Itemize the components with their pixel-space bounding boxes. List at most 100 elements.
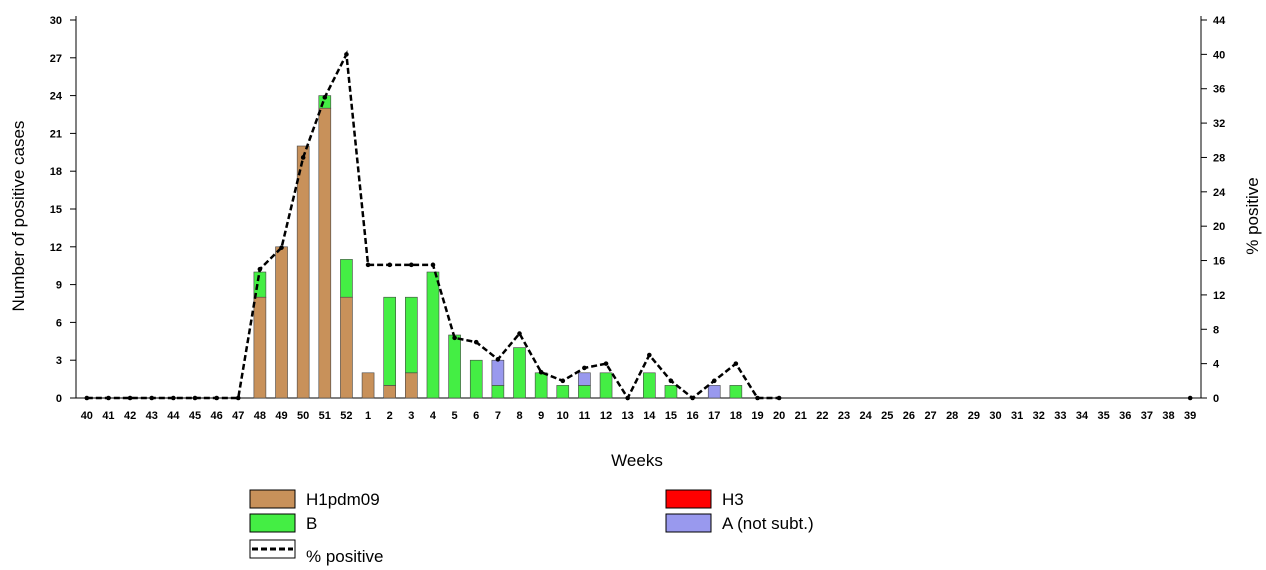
x-tick-label: 31 bbox=[1011, 410, 1023, 422]
bar-h1pdm09 bbox=[383, 385, 397, 399]
bar-a-not-subt bbox=[707, 385, 721, 399]
y-tick-label: 9 bbox=[56, 280, 62, 292]
bar-b bbox=[340, 259, 353, 298]
y2-tick-label: 44 bbox=[1213, 15, 1226, 27]
x-tick-label: 51 bbox=[319, 410, 331, 422]
y-tick-label: 15 bbox=[50, 204, 62, 216]
x-tick-label: 2 bbox=[387, 410, 393, 422]
y2-tick-label: 20 bbox=[1213, 221, 1225, 233]
legend-label-h3: H3 bbox=[722, 490, 744, 509]
bar-h1pdm09 bbox=[296, 145, 310, 399]
x-tick-label: 12 bbox=[600, 410, 612, 422]
bar-b bbox=[556, 385, 570, 399]
bar-b bbox=[513, 347, 526, 399]
y2-tick-label: 16 bbox=[1213, 256, 1225, 268]
x-tick-label: 37 bbox=[1141, 410, 1153, 422]
legend-item-a-not-subt: A (not subt.) bbox=[665, 513, 814, 533]
bar-b bbox=[599, 372, 613, 399]
x-tick-label: 41 bbox=[102, 410, 114, 422]
x-tick-label: 10 bbox=[557, 410, 569, 422]
legend-swatch-a-not-subt bbox=[665, 513, 712, 533]
y-tick-label: 27 bbox=[50, 53, 62, 65]
y-tick-label: 18 bbox=[50, 166, 62, 178]
x-tick-label: 20 bbox=[773, 410, 785, 422]
x-tick-label: 11 bbox=[579, 410, 591, 422]
x-tick-label: 46 bbox=[211, 410, 223, 422]
legend-swatch-h3 bbox=[665, 489, 712, 509]
bar-b bbox=[383, 296, 397, 386]
bar-b bbox=[643, 372, 656, 399]
x-axis-title: Weeks bbox=[611, 451, 663, 470]
bar-b bbox=[534, 372, 548, 399]
legend-label-a-not-subt: A (not subt.) bbox=[722, 514, 814, 533]
x-tick-label: 21 bbox=[795, 410, 807, 422]
x-tick-label: 7 bbox=[495, 410, 501, 422]
x-tick-label: 13 bbox=[622, 410, 634, 422]
legend-item-b: B bbox=[249, 513, 317, 533]
x-tick-label: 9 bbox=[538, 410, 544, 422]
y2-tick-label: 36 bbox=[1213, 84, 1225, 96]
x-tick-label: 44 bbox=[167, 410, 180, 422]
x-tick-label: 18 bbox=[730, 410, 742, 422]
x-tick-label: 8 bbox=[516, 410, 522, 422]
y-tick-label: 30 bbox=[50, 15, 62, 27]
legend-item-percent-positive: % positive bbox=[249, 539, 383, 566]
x-tick-label: 6 bbox=[473, 410, 479, 422]
x-tick-label: 3 bbox=[408, 410, 414, 422]
bar-b bbox=[664, 385, 678, 399]
x-tick-label: 50 bbox=[297, 410, 309, 422]
bar-b bbox=[578, 385, 591, 399]
bars-group bbox=[253, 95, 743, 399]
y-tick-label: 24 bbox=[50, 91, 63, 103]
x-tick-label: 15 bbox=[665, 410, 677, 422]
legend-swatch-h1pdm09 bbox=[249, 489, 296, 509]
x-tick-label: 48 bbox=[254, 410, 266, 422]
percent-positive-point bbox=[1187, 395, 1193, 401]
y-tick-label: 12 bbox=[50, 242, 62, 254]
x-tick-label: 36 bbox=[1119, 410, 1131, 422]
bar-b bbox=[469, 359, 483, 399]
y2-tick-label: 12 bbox=[1213, 290, 1225, 302]
y2-tick-label: 32 bbox=[1213, 118, 1225, 130]
x-tick-label: 52 bbox=[340, 410, 352, 422]
x-tick-label: 23 bbox=[838, 410, 850, 422]
x-tick-label: 1 bbox=[365, 410, 371, 422]
y2-axis-title: % positive bbox=[1243, 177, 1262, 254]
percent-positive-point bbox=[127, 395, 133, 401]
x-tick-label: 27 bbox=[924, 410, 936, 422]
bar-a-not-subt bbox=[491, 359, 505, 386]
y2-tick-label: 28 bbox=[1213, 152, 1225, 164]
x-tick-label: 42 bbox=[124, 410, 136, 422]
x-tick-label: 30 bbox=[989, 410, 1001, 422]
percent-positive-line-group bbox=[84, 49, 1193, 401]
bar-b bbox=[405, 296, 418, 374]
bar-h1pdm09 bbox=[275, 246, 288, 399]
y2-tick-label: 4 bbox=[1213, 359, 1220, 371]
x-tick-label: 14 bbox=[643, 410, 656, 422]
percent-positive-point bbox=[409, 262, 414, 268]
x-tick-label: 34 bbox=[1076, 410, 1089, 422]
y-tick-label: 21 bbox=[50, 128, 62, 140]
x-tick-label: 22 bbox=[816, 410, 828, 422]
bar-h1pdm09 bbox=[361, 372, 375, 399]
bar-b bbox=[729, 385, 743, 399]
percent-positive-point bbox=[235, 395, 241, 401]
x-tick-label: 32 bbox=[1033, 410, 1045, 422]
x-tick-label: 28 bbox=[946, 410, 958, 422]
y-tick-label: 6 bbox=[56, 317, 62, 329]
y2-tick-label: 8 bbox=[1213, 324, 1219, 336]
x-tick-label: 26 bbox=[903, 410, 915, 422]
y-axis-title: Number of positive cases bbox=[9, 121, 28, 312]
x-tick-label: 35 bbox=[1098, 410, 1110, 422]
bar-a-not-subt bbox=[578, 372, 591, 386]
x-tick-label: 33 bbox=[1054, 410, 1066, 422]
tick-labels-group: 0369121518212427300481216202428323640444… bbox=[50, 15, 1226, 422]
bar-h1pdm09 bbox=[253, 296, 267, 399]
y-tick-label: 0 bbox=[56, 393, 62, 405]
y2-tick-label: 0 bbox=[1213, 393, 1219, 405]
x-tick-label: 39 bbox=[1184, 410, 1196, 422]
x-tick-label: 49 bbox=[275, 410, 287, 422]
x-tick-label: 29 bbox=[968, 410, 980, 422]
x-tick-label: 45 bbox=[189, 410, 201, 422]
